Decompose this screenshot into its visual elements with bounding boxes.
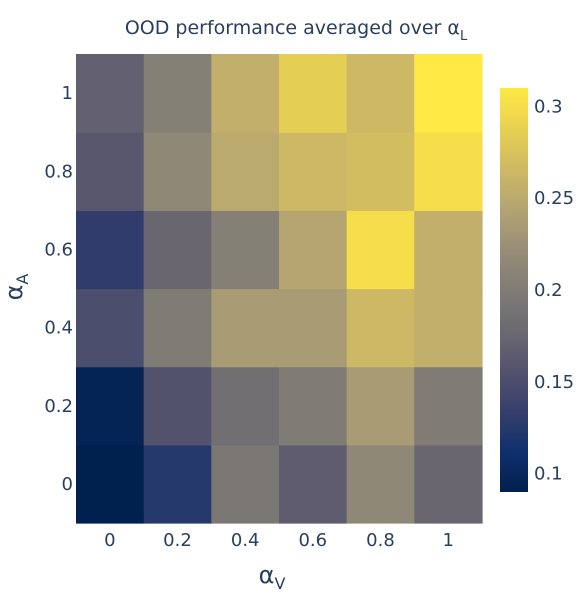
heatmap-cell [143, 54, 212, 133]
heatmap-cell [143, 288, 212, 368]
heatmap-cell [414, 54, 483, 133]
y-tick-label: 0.6 [44, 239, 73, 260]
heatmap-cell [143, 210, 212, 290]
heatmap-cell [211, 288, 280, 368]
heatmap-cell [143, 132, 212, 211]
heatmap-cell [346, 54, 415, 133]
heatmap-cell [346, 210, 415, 290]
colorbar-tick-label: 0.25 [534, 188, 574, 209]
heatmap-cell [414, 444, 483, 524]
heatmap-cell [211, 444, 280, 524]
heatmap-cell [76, 132, 145, 211]
x-tick-label: 0.8 [366, 530, 395, 551]
colorbar-tick-label: 0.1 [534, 464, 563, 485]
heatmap-cell [414, 366, 483, 446]
x-axis-ticks: 0 0.2 0.4 0.6 0.8 1 [104, 530, 454, 551]
x-tick-label: 1 [442, 530, 453, 551]
y-tick-label: 1 [62, 83, 73, 104]
heatmap-cell [279, 366, 348, 446]
heatmap-cell [76, 444, 145, 524]
heatmap-cell [346, 366, 415, 446]
x-tick-label: 0.2 [163, 530, 192, 551]
colorbar-tick-label: 0.3 [534, 96, 563, 117]
x-axis-label: αV [259, 561, 286, 593]
colorbar-tick-label: 0.2 [534, 280, 563, 301]
heatmap-cell [76, 288, 145, 368]
heatmap-cell [346, 444, 415, 524]
heatmap-cell [279, 132, 348, 211]
heatmap-cell [211, 366, 280, 446]
y-tick-label: 0.4 [44, 318, 73, 339]
heatmap-cell [211, 132, 280, 211]
heatmap-cell [279, 288, 348, 368]
heatmap-cell [346, 132, 415, 211]
heatmap-cell [211, 54, 280, 133]
heatmap-cell [346, 288, 415, 368]
heatmap-cell [76, 366, 145, 446]
heatmap-cell [414, 210, 483, 290]
x-tick-label: 0.6 [298, 530, 327, 551]
heatmap-cell [76, 210, 145, 290]
chart-title: OOD performance averaged over αL [125, 17, 468, 44]
y-axis-label: αA [0, 274, 32, 301]
heatmap-cell [143, 366, 212, 446]
heatmap-cell [279, 54, 348, 133]
heatmap-cell [279, 444, 348, 524]
y-axis-ticks: 0 0.2 0.4 0.6 0.8 1 [44, 83, 73, 495]
x-tick-label: 0.4 [231, 530, 260, 551]
x-tick-label: 0 [104, 530, 115, 551]
colorbar [500, 88, 528, 492]
heatmap-cells [76, 54, 483, 524]
colorbar-ticks: 0.1 0.15 0.2 0.25 0.3 [534, 96, 574, 484]
colorbar-tick-label: 0.15 [534, 372, 574, 393]
heatmap-cell [414, 132, 483, 211]
y-tick-label: 0 [62, 474, 73, 495]
y-tick-label: 0.8 [44, 161, 73, 182]
heatmap-cell [76, 54, 145, 133]
y-tick-label: 0.2 [44, 396, 73, 417]
heatmap-cell [414, 288, 483, 368]
heatmap-cell [143, 444, 212, 524]
heatmap-cell [279, 210, 348, 290]
heatmap-cell [211, 210, 280, 290]
